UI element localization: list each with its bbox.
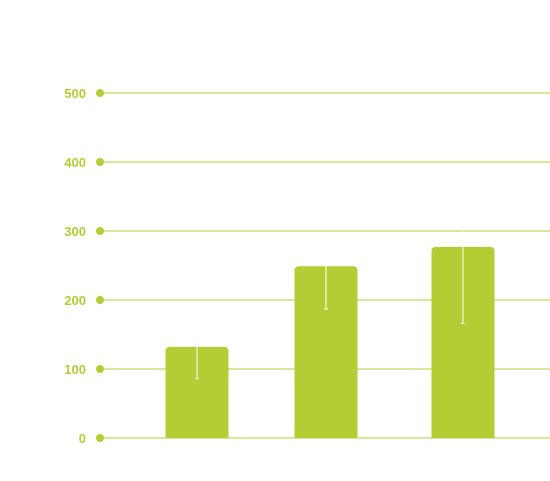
bar bbox=[294, 266, 358, 438]
y-tick-label: 200 bbox=[64, 293, 86, 308]
bars bbox=[165, 246, 495, 438]
tick-dot bbox=[96, 158, 104, 166]
tick-dot bbox=[96, 227, 104, 235]
y-tick-label: 500 bbox=[64, 86, 86, 101]
bar-base bbox=[431, 432, 495, 438]
bar-base bbox=[165, 432, 229, 438]
tick-dot bbox=[96, 89, 104, 97]
bar-base bbox=[294, 432, 358, 438]
tick-dot bbox=[96, 434, 104, 442]
y-tick-label: 0 bbox=[79, 431, 86, 446]
tick-dot bbox=[96, 296, 104, 304]
bar bbox=[165, 346, 229, 438]
y-tick-label: 400 bbox=[64, 155, 86, 170]
bar bbox=[431, 246, 495, 438]
y-tick-label: 100 bbox=[64, 362, 86, 377]
y-tick-label: 300 bbox=[64, 224, 86, 239]
tick-dot bbox=[96, 365, 104, 373]
error-bars bbox=[195, 231, 465, 380]
